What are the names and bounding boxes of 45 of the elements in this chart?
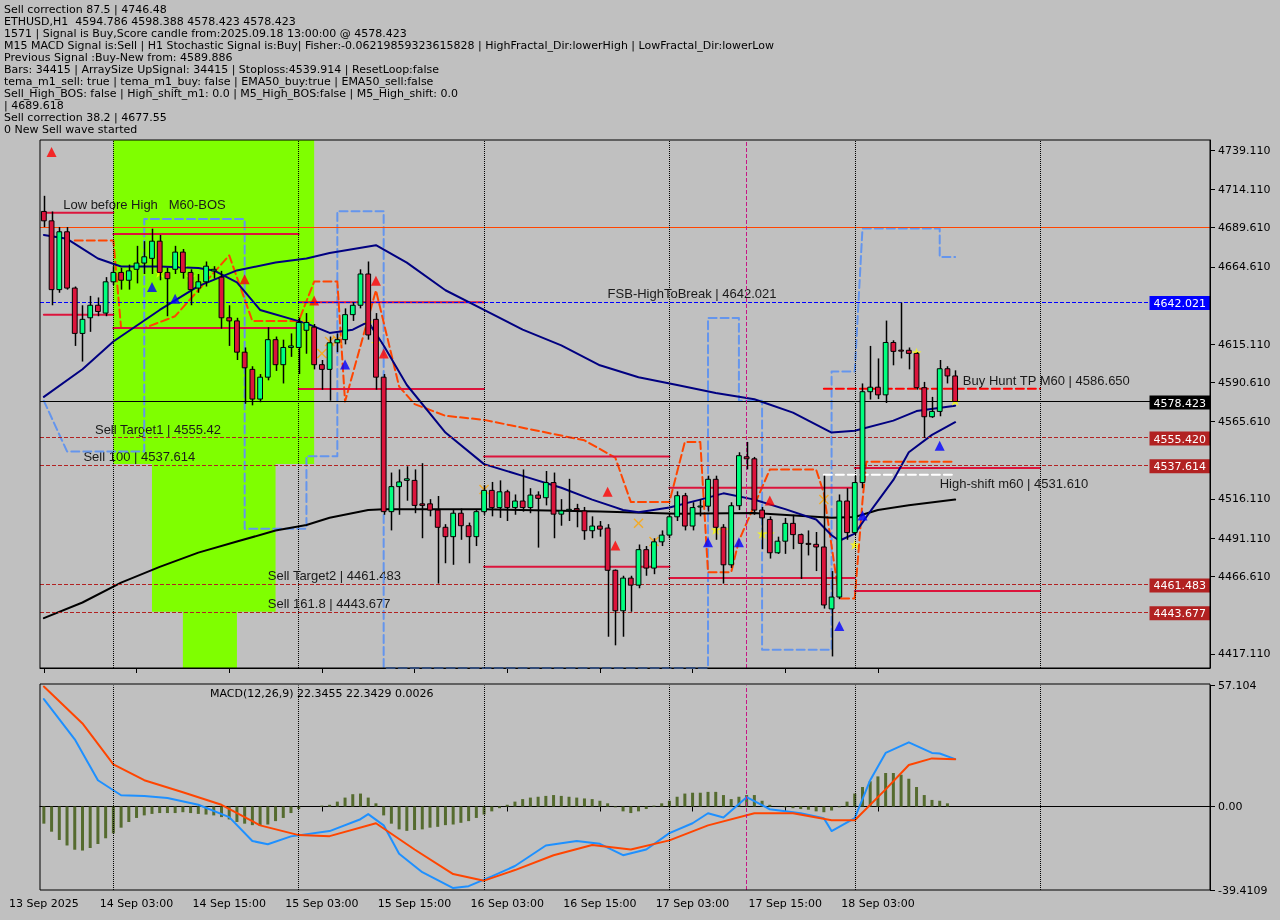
- y-tick-label: 4664.610: [1218, 260, 1271, 274]
- annotation: FSB-HighToBreak | 4642.021: [607, 286, 777, 302]
- x-tick-label: 16 Sep 03:00: [470, 897, 544, 910]
- y-tick-label: 4417.110: [1218, 647, 1271, 661]
- text: 0 New Sell wave started: [4, 123, 138, 136]
- text: Bars: 34415 | ArraySize UpSignal: 34415 | Stoploss:4539.914 | ResetLoop:false: [4, 63, 440, 76]
- x-tick-label: 18 Sep 03:00: [841, 897, 915, 910]
- ref-line-label: 4555.420: [1153, 432, 1206, 446]
- annotation: High-shift m60 | 4531.610: [939, 475, 1089, 491]
- text: tema_m1_sell: true | tema_m1_buy: false | EMA50_buy:true | EMA50_sell:false: [4, 75, 434, 88]
- y-tick-label: 4590.610: [1218, 375, 1271, 389]
- y-tick-label: -39.4109: [1218, 883, 1268, 897]
- y-tick-label: 4714.110: [1218, 182, 1271, 196]
- text: ETHUSD,H1 4594.786 4598.388 4578.423 4578.423: [4, 15, 296, 28]
- text: Previous Signal :Buy-New from: 4589.886: [4, 51, 233, 64]
- text: M15 MACD Signal is:Sell | H1 Stochastic Signal is:Buy| Fisher:-0.06219859323615828 | HighFractal_Dir:lowerHigh | LowFractal_Dir:lowerLow: [4, 39, 774, 52]
- y-tick-label: 4689.610: [1218, 221, 1271, 235]
- ref-line-label: 4443.677: [1153, 607, 1206, 621]
- y-tick-label: 4615.110: [1218, 337, 1271, 351]
- x-tick-label: 14 Sep 15:00: [192, 897, 266, 910]
- x-tick-label: 14 Sep 03:00: [99, 897, 174, 910]
- ref-line-label: 4578.423: [1153, 396, 1206, 410]
- x-tick-label: 17 Sep 15:00: [748, 897, 822, 910]
- x-tick-label: 13 Sep 2025: [9, 897, 79, 910]
- text: | 4689.618: [4, 99, 64, 112]
- ref-line-label: 4537.614: [1153, 460, 1206, 474]
- y-tick-label: 4491.110: [1218, 531, 1271, 545]
- y-tick-label: 4516.110: [1218, 492, 1271, 506]
- x-tick-label: 17 Sep 03:00: [655, 897, 730, 910]
- text: Sell correction 38.2 | 4677.55: [4, 111, 167, 124]
- x-tick-label: 16 Sep 15:00: [563, 897, 637, 910]
- x-tick-label: 15 Sep 03:00: [285, 897, 359, 910]
- chart-title: MACD(12,26,9) 22.3455 22.3429 0.0026: [210, 687, 434, 700]
- annotation: Buy Hunt TP M60 | 4586.650: [962, 372, 1130, 388]
- ref-line-label: 4642.021: [1153, 297, 1206, 311]
- y-tick-label: 0.00: [1218, 799, 1243, 813]
- y-tick-label: 4739.110: [1218, 143, 1271, 157]
- text: Sell correction 87.5 | 4746.48: [4, 3, 167, 16]
- y-tick-label: 4565.610: [1218, 415, 1271, 429]
- text: 1571 | Signal is Buy,Score candle from:2025.09.18 13:00:00 @ 4578.423: [4, 27, 407, 40]
- ref-line-label: 4461.483: [1153, 579, 1206, 593]
- y-tick-label: 4466.610: [1218, 569, 1271, 583]
- y-tick-label: 57.104: [1218, 679, 1257, 692]
- text: Sell_High_BOS: false | High_shift_m1: 0.0 | M5_High_BOS:false | M5_High_shift: 0.0: [4, 87, 458, 100]
- x-tick-label: 15 Sep 15:00: [377, 897, 452, 910]
